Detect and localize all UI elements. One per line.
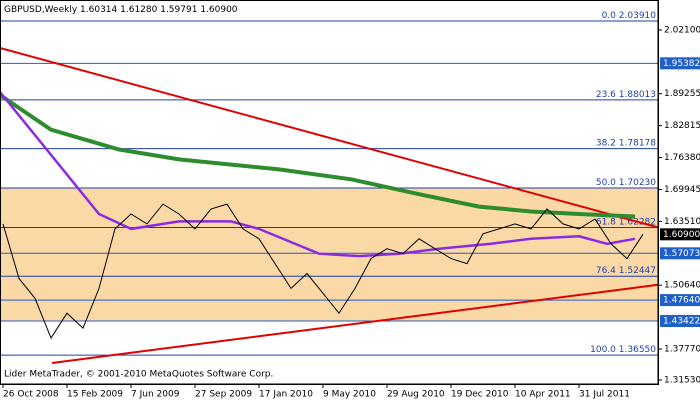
price-line — [0, 93, 636, 219]
price-label: 1.95382 — [663, 59, 700, 69]
price-label-box — [660, 294, 700, 307]
ohlc-value: 1.61280 — [120, 5, 157, 15]
fib-level: 23.6 — [596, 89, 616, 99]
x-tick-label: 17 Jan 2010 — [259, 390, 313, 400]
x-tick-label: 19 Dec 2010 — [451, 390, 509, 400]
fib-price: 1.52447 — [619, 266, 656, 276]
fib-price: 1.78178 — [619, 138, 656, 148]
fib-label: 100.0 1.36550 — [590, 345, 656, 355]
fib-label: 23.6 1.88013 — [596, 89, 656, 99]
ohlc-value: 1.60314 — [80, 5, 117, 15]
price-label-box — [660, 228, 700, 241]
x-tick-label: 26 Oct 2008 — [3, 390, 59, 400]
y-tick-label: 1.76380 — [664, 153, 700, 163]
price-label: 1.43422 — [663, 317, 700, 327]
frame — [0, 0, 659, 385]
price-label-box — [660, 247, 700, 260]
fib-label: 76.4 1.52447 — [596, 266, 656, 276]
fib-level: 38.2 — [596, 138, 616, 148]
y-tick-label: 1.89255 — [664, 89, 700, 99]
fib-level: 0.0 — [602, 11, 617, 21]
y-tick-label: 1.37770 — [664, 345, 700, 355]
fib-price: 2.03910 — [619, 11, 656, 21]
symbol: GBPUSD,Weekly — [4, 5, 78, 15]
price-label: 1.60900 — [663, 230, 700, 240]
x-tick-label: 15 Feb 2009 — [67, 390, 123, 400]
fib-level: 61.8 — [596, 217, 616, 227]
x-tick-label: 9 May 2010 — [323, 390, 376, 400]
price-label: 1.57073 — [663, 249, 700, 259]
x-tick-label: 10 Apr 2011 — [515, 390, 571, 400]
fib-price: 1.36550 — [619, 345, 656, 355]
price-label: 1.47640 — [663, 296, 700, 306]
fib-level: 76.4 — [596, 266, 616, 276]
price-line — [2, 203, 644, 340]
ohlc-value: 1.59791 — [160, 5, 197, 15]
price-label-box — [660, 315, 700, 328]
y-tick-label: 1.31530 — [664, 375, 700, 385]
trendline — [51, 283, 659, 364]
price-line — [0, 91, 636, 258]
fib-price: 1.88013 — [619, 89, 656, 99]
x-tick-label: 31 Jul 2011 — [579, 390, 630, 400]
fib-label: 38.2 1.78178 — [596, 138, 656, 148]
footer: Lider MetaTrader, © 2001-2010 MetaQuotes… — [4, 370, 273, 380]
x-tick-label: 27 Sep 2009 — [195, 390, 252, 400]
x-tick-label: 29 Aug 2010 — [387, 390, 445, 400]
fib-level: 100.0 — [590, 345, 616, 355]
ohlc-value: 1.60900 — [200, 5, 237, 15]
x-tick-label: 7 Jun 2009 — [131, 390, 180, 400]
price-label-box — [660, 57, 700, 70]
y-tick-label: 2.02100 — [664, 26, 700, 36]
y-tick-label: 1.63510 — [664, 217, 700, 227]
fib-label: 50.0 1.70230 — [596, 178, 656, 188]
chart-header: GBPUSD,Weekly 1.60314 1.61280 1.59791 1.… — [4, 5, 238, 15]
fib-price: 1.70230 — [619, 178, 656, 188]
fib-level: 50.0 — [596, 178, 616, 188]
fib-label: 0.0 2.03910 — [602, 11, 657, 21]
y-tick-label: 1.69945 — [664, 185, 700, 195]
trendline — [0, 47, 659, 229]
y-tick-label: 1.82815 — [664, 121, 700, 131]
y-tick-label: 1.50640 — [664, 281, 700, 291]
